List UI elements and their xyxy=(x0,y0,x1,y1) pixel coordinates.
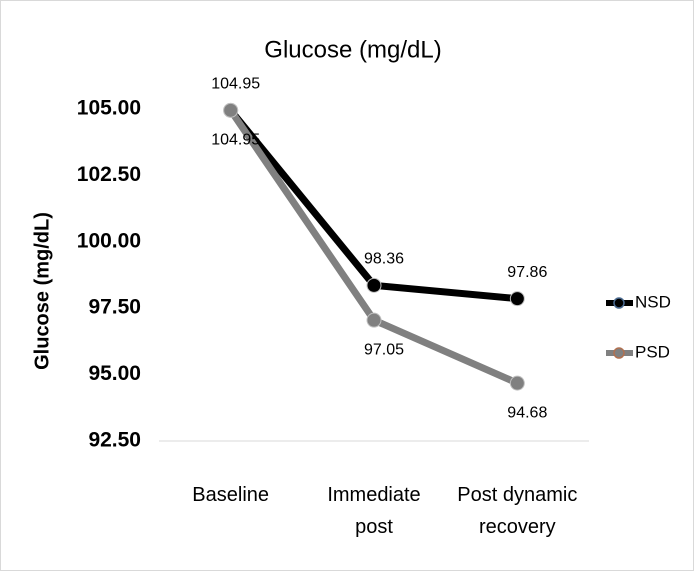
point xyxy=(509,291,525,307)
data-label: 104.95 xyxy=(211,76,260,93)
y-tick-label: 100.00 xyxy=(77,229,141,252)
series-line xyxy=(227,108,518,303)
point xyxy=(223,102,239,118)
y-tick-label: 102.50 xyxy=(77,163,141,186)
legend-label: NSD xyxy=(635,292,671,311)
y-tick-label: 105.00 xyxy=(77,97,141,120)
x-tick-label: Post dynamic recovery xyxy=(457,484,578,538)
legend-marker xyxy=(613,297,625,309)
point xyxy=(509,375,525,391)
data-label: 97.05 xyxy=(364,341,404,358)
data-label: 97.86 xyxy=(507,264,547,281)
y-tick-label: 95.00 xyxy=(88,362,141,385)
chart-title: Glucose (mg/dL) xyxy=(264,36,441,63)
y-axis-label: Glucose (mg/dL) xyxy=(31,212,53,370)
point xyxy=(366,312,382,328)
x-tick-label: Baseline xyxy=(192,484,270,506)
data-label: 98.36 xyxy=(364,251,404,268)
point xyxy=(366,277,382,293)
data-label: 104.95 xyxy=(211,132,260,149)
y-tick-label: 92.50 xyxy=(88,429,141,452)
legend-marker xyxy=(613,347,625,359)
data-label: 94.68 xyxy=(507,404,547,421)
x-tick-label: Immediate post xyxy=(327,484,421,538)
y-tick-label: 97.50 xyxy=(88,296,141,319)
legend-label: PSD xyxy=(635,342,670,361)
